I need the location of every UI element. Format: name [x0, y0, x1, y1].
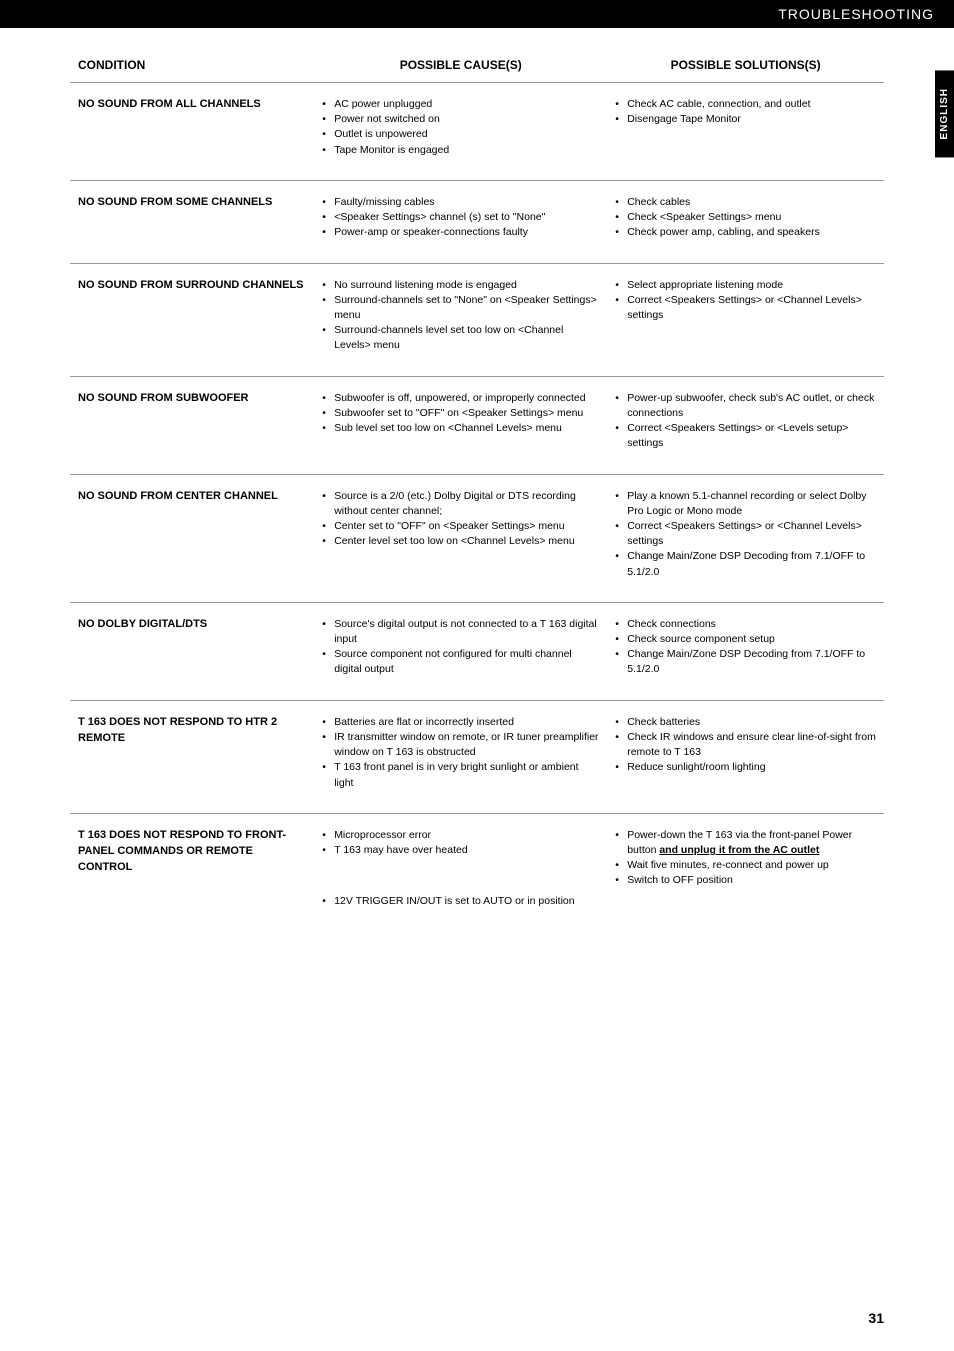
list-item: Center set to "OFF" on <Speaker Settings…	[322, 519, 599, 534]
solution-cell: Power-down the T 163 via the front-panel…	[607, 813, 884, 931]
list-item: T 163 may have over heated	[322, 843, 599, 858]
list-item: Surround-channels level set too low on <…	[322, 323, 599, 353]
list-item: Source component not configured for mult…	[322, 647, 599, 677]
solution-cell: Power-up subwoofer, check sub's AC outle…	[607, 376, 884, 474]
list-item: Check cables	[615, 195, 876, 210]
list-item: Change Main/Zone DSP Decoding from 7.1/O…	[615, 549, 876, 579]
list-item: Check batteries	[615, 715, 876, 730]
list-item: AC power unplugged	[322, 97, 599, 112]
cause-cell: Batteries are flat or incorrectly insert…	[314, 700, 607, 813]
list-item: Disengage Tape Monitor	[615, 112, 876, 127]
list-item: Reduce sunlight/room lighting	[615, 760, 876, 775]
table-row: T 163 DOES NOT RESPOND TO HTR 2 REMOTE B…	[70, 700, 884, 813]
content-area: CONDITION POSSIBLE CAUSE(S) POSSIBLE SOL…	[0, 28, 954, 931]
table-row: NO SOUND FROM ALL CHANNELS AC power unpl…	[70, 83, 884, 181]
solution-cell: Check AC cable, connection, and outlet D…	[607, 83, 884, 181]
list-item: Check source component setup	[615, 632, 876, 647]
list-item: Switch to OFF position	[615, 873, 876, 888]
cause-cell: No surround listening mode is engaged Su…	[314, 263, 607, 376]
list-item: T 163 front panel is in very bright sunl…	[322, 760, 599, 790]
solution-cell: Play a known 5.1-channel recording or se…	[607, 474, 884, 602]
list-item: Check AC cable, connection, and outlet	[615, 97, 876, 112]
list-item: Play a known 5.1-channel recording or se…	[615, 489, 876, 519]
cause-cell: Source's digital output is not connected…	[314, 602, 607, 700]
cause-cell: Subwoofer is off, unpowered, or improper…	[314, 376, 607, 474]
condition-cell: NO DOLBY DIGITAL/DTS	[70, 602, 314, 700]
solution-cell: Check cables Check <Speaker Settings> me…	[607, 180, 884, 263]
list-item: Wait five minutes, re-connect and power …	[615, 858, 876, 873]
page-number: 31	[868, 1310, 884, 1326]
list-item: Select appropriate listening mode	[615, 278, 876, 293]
list-item: Surround-channels set to "None" on <Spea…	[322, 293, 599, 323]
list-item: Faulty/missing cables	[322, 195, 599, 210]
list-item: Batteries are flat or incorrectly insert…	[322, 715, 599, 730]
solution-cell: Check connections Check source component…	[607, 602, 884, 700]
table-row: NO DOLBY DIGITAL/DTS Source's digital ou…	[70, 602, 884, 700]
table-row: NO SOUND FROM SUBWOOFER Subwoofer is off…	[70, 376, 884, 474]
cause-cell: Faulty/missing cables <Speaker Settings>…	[314, 180, 607, 263]
list-item: IR transmitter window on remote, or IR t…	[322, 730, 599, 760]
list-item: Check <Speaker Settings> menu	[615, 210, 876, 225]
language-tab: ENGLISH	[935, 70, 954, 157]
cause-cell: AC power unplugged Power not switched on…	[314, 83, 607, 181]
troubleshooting-table: CONDITION POSSIBLE CAUSE(S) POSSIBLE SOL…	[70, 58, 884, 931]
list-item: Check power amp, cabling, and speakers	[615, 225, 876, 240]
list-item: <Speaker Settings> channel (s) set to "N…	[322, 210, 599, 225]
condition-cell: T 163 DOES NOT RESPOND TO HTR 2 REMOTE	[70, 700, 314, 813]
solution-cell: Check batteries Check IR windows and ens…	[607, 700, 884, 813]
header-bar: TROUBLESHOOTING	[0, 0, 954, 28]
list-item: Correct <Speakers Settings> or <Channel …	[615, 293, 876, 323]
list-item: Power-down the T 163 via the front-panel…	[615, 828, 876, 858]
list-item: 12V TRIGGER IN/OUT is set to AUTO or in …	[322, 894, 599, 909]
list-item: Check IR windows and ensure clear line-o…	[615, 730, 876, 760]
table-row: T 163 DOES NOT RESPOND TO FRONT-PANEL CO…	[70, 813, 884, 931]
condition-cell: NO SOUND FROM CENTER CHANNEL	[70, 474, 314, 602]
solution-cell: Select appropriate listening mode Correc…	[607, 263, 884, 376]
list-item: Source's digital output is not connected…	[322, 617, 599, 647]
condition-cell: NO SOUND FROM SURROUND CHANNELS	[70, 263, 314, 376]
col-header-condition: CONDITION	[70, 58, 314, 83]
condition-cell: T 163 DOES NOT RESPOND TO FRONT-PANEL CO…	[70, 813, 314, 931]
col-header-solution: POSSIBLE SOLUTIONS(S)	[607, 58, 884, 83]
cause-cell: Microprocessor error T 163 may have over…	[314, 813, 607, 931]
list-item: Microprocessor error	[322, 828, 599, 843]
list-item: Tape Monitor is engaged	[322, 143, 599, 158]
list-item: Source is a 2/0 (etc.) Dolby Digital or …	[322, 489, 599, 519]
list-item: Check connections	[615, 617, 876, 632]
condition-cell: NO SOUND FROM SOME CHANNELS	[70, 180, 314, 263]
list-item: Power not switched on	[322, 112, 599, 127]
list-item: Center level set too low on <Channel Lev…	[322, 534, 599, 549]
list-item: No surround listening mode is engaged	[322, 278, 599, 293]
list-item: Correct <Speakers Settings> or <Channel …	[615, 519, 876, 549]
header-title: TROUBLESHOOTING	[778, 6, 934, 22]
list-item: Power-up subwoofer, check sub's AC outle…	[615, 391, 876, 421]
language-label: ENGLISH	[939, 88, 950, 139]
list-item: Sub level set too low on <Channel Levels…	[322, 421, 599, 436]
list-item: Correct <Speakers Settings> or <Levels s…	[615, 421, 876, 451]
list-item: Outlet is unpowered	[322, 127, 599, 142]
list-item: Subwoofer set to "OFF" on <Speaker Setti…	[322, 406, 599, 421]
table-row: NO SOUND FROM CENTER CHANNEL Source is a…	[70, 474, 884, 602]
condition-cell: NO SOUND FROM ALL CHANNELS	[70, 83, 314, 181]
col-header-cause: POSSIBLE CAUSE(S)	[314, 58, 607, 83]
table-header-row: CONDITION POSSIBLE CAUSE(S) POSSIBLE SOL…	[70, 58, 884, 83]
list-item: Power-amp or speaker-connections faulty	[322, 225, 599, 240]
list-item: Subwoofer is off, unpowered, or improper…	[322, 391, 599, 406]
cause-cell: Source is a 2/0 (etc.) Dolby Digital or …	[314, 474, 607, 602]
table-row: NO SOUND FROM SOME CHANNELS Faulty/missi…	[70, 180, 884, 263]
condition-cell: NO SOUND FROM SUBWOOFER	[70, 376, 314, 474]
list-item: Change Main/Zone DSP Decoding from 7.1/O…	[615, 647, 876, 677]
table-row: NO SOUND FROM SURROUND CHANNELS No surro…	[70, 263, 884, 376]
sol-text-link: and unplug it from the AC outlet	[659, 844, 819, 856]
